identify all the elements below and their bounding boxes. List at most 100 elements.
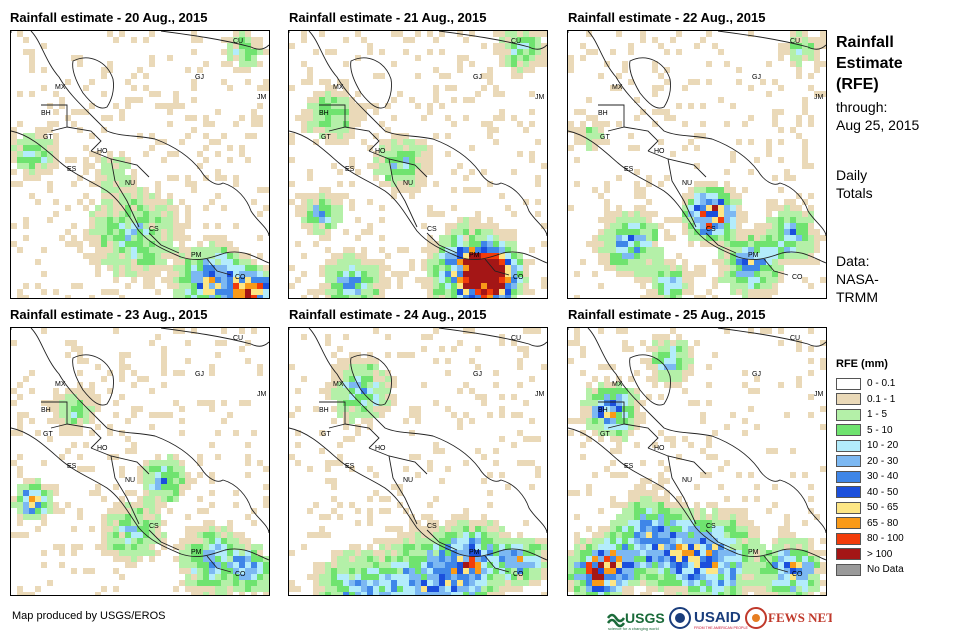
rain-cell: [610, 418, 616, 424]
rain-cell: [802, 556, 808, 562]
rain-cell: [251, 283, 257, 289]
rain-cell: [616, 235, 622, 241]
rain-cell: [778, 556, 784, 562]
rain-cell: [227, 85, 233, 91]
rain-cell: [59, 550, 65, 556]
rain-cell: [541, 562, 547, 568]
rain-cell: [331, 556, 337, 562]
rain-cell: [622, 394, 628, 400]
rain-cell: [197, 67, 203, 73]
rain-cell: [499, 31, 505, 37]
rain-cell: [640, 229, 646, 235]
rain-cell: [349, 412, 355, 418]
rain-cell: [191, 556, 197, 562]
rain-cell: [724, 520, 730, 526]
boundary-line: [110, 455, 140, 525]
rain-cell: [688, 352, 694, 358]
rain-cell: [766, 145, 772, 151]
rain-cell: [35, 175, 41, 181]
rain-cell: [712, 508, 718, 514]
rain-cell: [421, 334, 427, 340]
rain-cell: [475, 211, 481, 217]
rain-cell: [221, 400, 227, 406]
rain-cell: [610, 247, 616, 253]
panel-title-aug-22: Rainfall estimate - 22 Aug., 2015: [568, 10, 766, 25]
legend-item: 50 - 65: [836, 500, 904, 516]
rain-cell: [89, 568, 95, 574]
rain-cell: [289, 85, 295, 91]
rain-cell: [415, 538, 421, 544]
rain-cell: [149, 145, 155, 151]
rain-cell: [646, 175, 652, 181]
rain-cell: [469, 586, 475, 592]
rain-cell: [343, 247, 349, 253]
rain-cell: [652, 223, 658, 229]
rain-cell: [325, 265, 331, 271]
rain-cell: [628, 496, 634, 502]
rain-cell: [652, 544, 658, 550]
legend-label: 40 - 50: [867, 486, 899, 498]
rain-cell: [445, 271, 451, 277]
rain-cell: [331, 295, 337, 298]
rain-cell: [379, 538, 385, 544]
rain-cell: [682, 283, 688, 289]
rain-cell: [173, 283, 179, 289]
rain-cell: [796, 31, 802, 37]
rain-cell: [634, 265, 640, 271]
rain-cell: [523, 550, 529, 556]
rain-cell: [137, 259, 143, 265]
rain-cell: [778, 253, 784, 259]
rain-cell: [409, 151, 415, 157]
rain-cell: [245, 550, 251, 556]
rain-cell: [367, 580, 373, 586]
rain-cell: [35, 430, 41, 436]
rain-cell: [658, 247, 664, 253]
rain-cell: [670, 592, 676, 595]
rain-cell: [343, 418, 349, 424]
rain-cell: [227, 253, 233, 259]
rain-cell: [706, 229, 712, 235]
rain-cell: [161, 157, 167, 163]
rain-cell: [463, 574, 469, 580]
rain-cell: [263, 484, 269, 490]
rain-cell: [331, 406, 337, 412]
rain-cell: [385, 163, 391, 169]
rain-cell: [610, 217, 616, 223]
rain-cell: [652, 370, 658, 376]
rain-cell: [433, 520, 439, 526]
rain-cell: [802, 223, 808, 229]
rain-cell: [233, 538, 239, 544]
rain-cell: [191, 328, 197, 334]
rain-cell: [307, 127, 313, 133]
rain-cell: [143, 271, 149, 277]
rain-cell: [604, 562, 610, 568]
rain-cell: [784, 520, 790, 526]
rain-cell: [191, 574, 197, 580]
rain-cell: [481, 574, 487, 580]
rain-cell: [439, 295, 445, 298]
rain-cell: [802, 538, 808, 544]
rain-cell: [17, 466, 23, 472]
rain-cell: [700, 520, 706, 526]
rain-cell: [790, 49, 796, 55]
rain-cell: [610, 526, 616, 532]
boundary-line: [160, 328, 269, 347]
rain-cell: [233, 580, 239, 586]
rain-cell: [233, 37, 239, 43]
rain-cell: [652, 265, 658, 271]
rain-cell: [209, 265, 215, 271]
rain-cell: [634, 394, 640, 400]
rain-cell: [670, 364, 676, 370]
rain-cell: [694, 400, 700, 406]
rain-cell: [107, 61, 113, 67]
rain-cell: [688, 289, 694, 295]
rain-cell: [796, 229, 802, 235]
rain-cell: [598, 253, 604, 259]
country-label-mx: MX: [612, 84, 623, 91]
rain-cell: [574, 127, 580, 133]
rain-cell: [511, 562, 517, 568]
rain-cell: [185, 586, 191, 592]
rain-cell: [307, 205, 313, 211]
rain-cell: [535, 37, 541, 43]
rain-cell: [361, 139, 367, 145]
